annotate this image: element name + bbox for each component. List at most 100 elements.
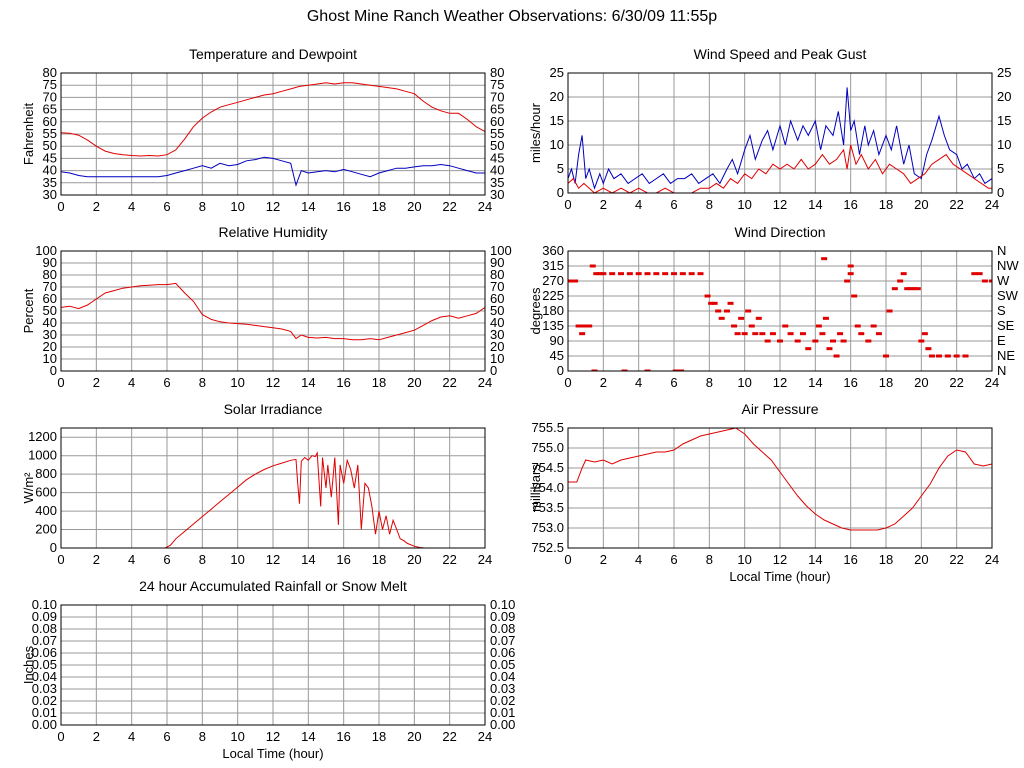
- plot-frame: [60, 604, 486, 726]
- x-tick-label: 6: [163, 729, 170, 744]
- y-tick-label: 50: [43, 138, 57, 153]
- x-tick-label: 14: [301, 552, 315, 567]
- compass-label: S: [997, 303, 1006, 318]
- y-tick-label: 360: [542, 243, 564, 258]
- x-tick-label: 6: [163, 552, 170, 567]
- y-tick-label-right: 15: [997, 113, 1011, 128]
- data-point: [734, 332, 741, 336]
- x-tick-label: 24: [985, 552, 999, 567]
- y-tick-label-right: 55: [490, 126, 504, 141]
- y-tick-label-right: 0.03: [490, 681, 515, 696]
- y-tick-label: 755.0: [531, 440, 564, 455]
- data-point: [819, 332, 826, 336]
- plot-frame: [60, 427, 486, 549]
- series-group: [568, 87, 992, 193]
- y-tick-label-right: 25: [997, 65, 1011, 80]
- y-tick-label: 20: [550, 89, 564, 104]
- x-tick-label: 20: [407, 375, 421, 390]
- x-tick-label: 12: [266, 199, 280, 214]
- data-point: [928, 354, 935, 358]
- chart-pressure: Air Pressure millibars Local Time (hour) 0 2…: [528, 401, 999, 584]
- y-tick-label: 0.06: [32, 645, 57, 660]
- x-tick-label: 12: [773, 552, 787, 567]
- x-tick-label: 4: [128, 729, 135, 744]
- y-tick-label-right: 90: [490, 255, 504, 270]
- x-tick-label: 4: [635, 375, 642, 390]
- compass-label: E: [997, 333, 1006, 348]
- y-tick-label: 60: [43, 114, 57, 129]
- x-tick-label: 24: [478, 552, 492, 567]
- y-tick-label-right: 20: [997, 89, 1011, 104]
- x-tick-label: 4: [128, 552, 135, 567]
- compass-label: N: [997, 363, 1006, 378]
- data-point: [794, 339, 801, 343]
- x-tick-label: 16: [843, 197, 857, 212]
- y-tick-label: 0: [557, 363, 564, 378]
- y-tick-label: 600: [35, 485, 57, 500]
- y-tick-label: 800: [35, 466, 57, 481]
- y-tick-label: 15: [550, 113, 564, 128]
- grid: [60, 604, 486, 726]
- x-tick-label: 0: [564, 197, 571, 212]
- series-line-red: [61, 450, 485, 548]
- data-point: [837, 332, 844, 336]
- data-point: [697, 272, 704, 276]
- x-tick-label: 4: [128, 375, 135, 390]
- data-point: [844, 279, 851, 283]
- plot-frame: [60, 250, 486, 372]
- y-tick-label-right: 60: [490, 291, 504, 306]
- data-point: [830, 339, 836, 343]
- y-tick-label-right: 0.07: [490, 633, 515, 648]
- data-point: [653, 272, 660, 276]
- y-tick-label: 0.01: [32, 705, 57, 720]
- y-tick-label: 10: [43, 351, 57, 366]
- y-tick-label-right: 75: [490, 77, 504, 92]
- y-tick-label-right: 35: [490, 175, 504, 190]
- x-tick-label: 22: [949, 375, 963, 390]
- compass-label: NE: [997, 348, 1015, 363]
- chart-title: Solar Irradiance: [224, 401, 323, 417]
- data-point: [586, 324, 593, 328]
- y-tick-label: 1200: [28, 429, 57, 444]
- x-tick-label: 10: [230, 375, 244, 390]
- x-tick-label: 20: [407, 552, 421, 567]
- x-tick-label: 0: [564, 552, 571, 567]
- data-point: [738, 316, 745, 320]
- y-tick-label-right: 5: [997, 161, 1004, 176]
- y-tick-label: 0: [50, 540, 57, 555]
- y-tick-label-right: 100: [490, 243, 512, 258]
- x-tick-label: 6: [163, 375, 170, 390]
- x-tick-label: 24: [478, 729, 492, 744]
- x-tick-label: 22: [442, 729, 456, 744]
- x-tick-label: 6: [670, 552, 677, 567]
- y-tick-label: 30: [43, 327, 57, 342]
- grid: [60, 428, 486, 549]
- y-tick-label-right: 0.09: [490, 609, 515, 624]
- y-tick-label: 75: [43, 77, 57, 92]
- y-tick-label: 270: [542, 273, 564, 288]
- y-tick-label: 753.0: [531, 520, 564, 535]
- y-axis-label: Fahrenheit: [21, 103, 36, 166]
- chart-title: Air Pressure: [741, 401, 818, 417]
- data-point: [678, 369, 685, 371]
- x-tick-label: 14: [301, 729, 315, 744]
- series-group: [61, 450, 485, 548]
- x-tick-label: 22: [442, 552, 456, 567]
- y-axis-label: Inches: [21, 645, 36, 684]
- x-tick-label: 10: [737, 375, 751, 390]
- data-point: [854, 324, 861, 328]
- data-point: [755, 316, 762, 320]
- x-tick-label: 22: [442, 199, 456, 214]
- x-tick-label: 10: [737, 552, 751, 567]
- x-tick-label: 4: [128, 199, 135, 214]
- y-tick-label: 315: [542, 258, 564, 273]
- x-tick-label: 16: [843, 552, 857, 567]
- x-tick-label: 12: [266, 729, 280, 744]
- data-point: [644, 272, 651, 276]
- x-tick-label: 0: [57, 375, 64, 390]
- data-point: [759, 332, 766, 336]
- x-tick-label: 14: [808, 375, 822, 390]
- x-tick-label: 2: [93, 375, 100, 390]
- x-tick-label: 24: [985, 375, 999, 390]
